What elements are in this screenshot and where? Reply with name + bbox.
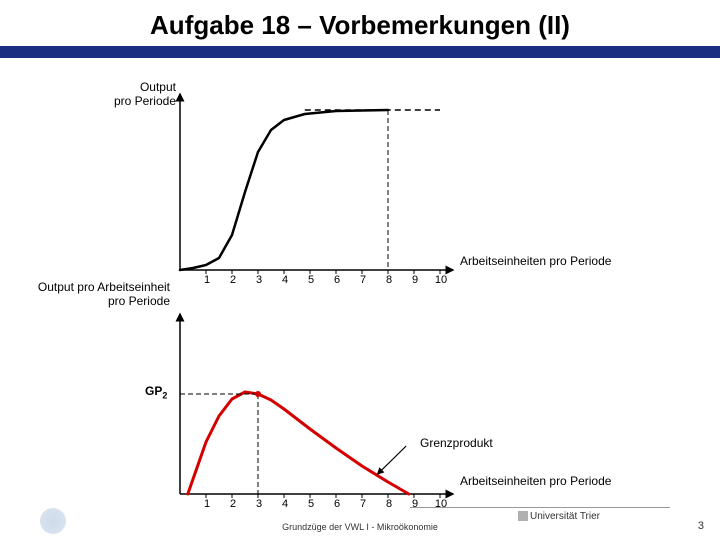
footer-text: Grundzüge der VWL I - Mikroökonomie xyxy=(0,522,720,532)
tick-label: 8 xyxy=(382,498,396,510)
tick-label: 4 xyxy=(278,498,292,510)
tick-label: 8 xyxy=(382,274,396,286)
tick-label: 6 xyxy=(330,274,344,286)
chart1 xyxy=(180,94,453,274)
tick-label: 10 xyxy=(434,274,448,286)
tick-label: 1 xyxy=(200,498,214,510)
tick-label: 5 xyxy=(304,498,318,510)
tick-label: 9 xyxy=(408,274,422,286)
chart2 xyxy=(180,314,453,498)
tick-label: 3 xyxy=(252,498,266,510)
tick-label: 4 xyxy=(278,274,292,286)
tick-label: 3 xyxy=(252,274,266,286)
tick-label: 10 xyxy=(434,498,448,510)
tick-label: 2 xyxy=(226,274,240,286)
tick-label: 1 xyxy=(200,274,214,286)
charts-svg xyxy=(0,0,720,540)
tick-label: 7 xyxy=(356,274,370,286)
footer-rule xyxy=(410,507,670,508)
university-name: Universität Trier xyxy=(518,511,600,522)
uni-logo-square xyxy=(518,511,528,521)
tick-label: 7 xyxy=(356,498,370,510)
tick-label: 2 xyxy=(226,498,240,510)
page-number: 3 xyxy=(698,520,704,532)
tick-label: 6 xyxy=(330,498,344,510)
tick-label: 9 xyxy=(408,498,422,510)
tick-label: 5 xyxy=(304,274,318,286)
